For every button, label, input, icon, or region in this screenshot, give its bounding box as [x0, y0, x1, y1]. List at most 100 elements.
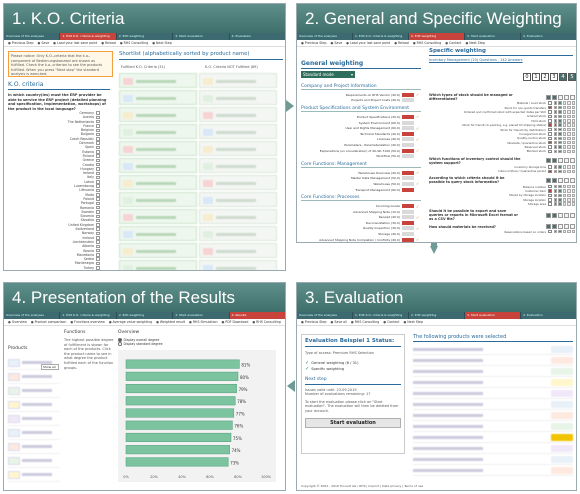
weight-bar[interactable] [402, 148, 414, 153]
weight-box[interactable] [567, 193, 571, 198]
weight-box[interactable] [562, 132, 566, 136]
bar-4[interactable] [125, 408, 235, 418]
toolbar-button[interactable]: Load your last save point [53, 41, 97, 45]
nav-tab[interactable]: 1. Edit K.O. criteria & weighting [353, 33, 408, 40]
nav-tab[interactable]: 3. Start evaluation [173, 33, 229, 40]
weight-box[interactable] [558, 114, 562, 119]
nav-tab[interactable]: 3. Start evaluation [465, 33, 520, 40]
nav-tab[interactable]: 1. Edit K.O. criteria & weighting [60, 33, 116, 40]
toolbar-button[interactable]: Save all [331, 320, 347, 324]
weight-box[interactable] [546, 177, 551, 183]
answer-checkbox[interactable] [548, 110, 552, 114]
weight-box[interactable] [567, 136, 571, 141]
weight-box[interactable] [567, 140, 571, 145]
country-checkbox[interactable] [96, 193, 100, 197]
answer-checkbox[interactable] [548, 149, 552, 154]
toolbar-button[interactable]: Save [331, 41, 342, 45]
product-card-not-fulfilled[interactable] [199, 90, 277, 105]
answer-checkbox[interactable] [548, 136, 552, 141]
weight-box[interactable] [570, 224, 575, 230]
toolbar-button[interactable]: Contact [383, 320, 399, 324]
weight-box[interactable] [562, 105, 566, 110]
weight-box[interactable] [571, 149, 575, 154]
nav-tab[interactable]: 4. Evaluation [229, 33, 285, 40]
nav-tab[interactable]: 4. Evaluation [521, 312, 576, 319]
product-card-not-fulfilled[interactable] [199, 73, 277, 88]
weight-bar[interactable] [402, 226, 414, 231]
specific-link[interactable]: Inventory Management (20) Questions , 14… [429, 58, 523, 62]
answer-checkbox[interactable] [548, 101, 552, 105]
nav-tab[interactable]: 1. Edit K.O. criteria & weighting [353, 312, 408, 319]
weight-box[interactable] [562, 136, 566, 141]
bar-2[interactable] [125, 384, 237, 394]
weight-box[interactable] [553, 169, 557, 174]
bar-1[interactable] [125, 371, 239, 381]
weight-box[interactable] [571, 140, 575, 145]
weight-box[interactable] [552, 177, 557, 183]
weight-box[interactable] [558, 224, 563, 230]
answer-checkbox[interactable] [548, 127, 552, 132]
weight-bar[interactable] [402, 209, 414, 214]
scale-value[interactable]: 2 [541, 73, 549, 81]
weight-box[interactable] [564, 177, 569, 183]
weight-box[interactable] [571, 136, 575, 141]
weight-box[interactable] [562, 193, 566, 198]
nav-tab[interactable]: 3. Start evaluation [465, 312, 520, 319]
weight-box[interactable] [558, 149, 562, 154]
weight-box[interactable] [553, 149, 557, 154]
country-checkbox[interactable] [96, 210, 100, 214]
weight-box[interactable] [570, 94, 575, 100]
country-checkbox[interactable] [96, 266, 100, 270]
weight-box[interactable] [564, 158, 569, 164]
weight-bar[interactable] [402, 237, 414, 242]
product-card-not-fulfilled[interactable] [199, 107, 277, 122]
toolbar-button[interactable]: Next Step [465, 41, 485, 45]
weight-box[interactable] [571, 132, 575, 136]
weight-box[interactable] [567, 101, 571, 105]
bar-5[interactable] [125, 420, 233, 430]
weight-box[interactable] [567, 229, 571, 234]
country-checkbox[interactable] [96, 214, 100, 219]
weight-box[interactable] [567, 145, 571, 149]
country-checkbox[interactable] [96, 137, 100, 141]
weight-box[interactable] [571, 189, 575, 193]
country-checkbox[interactable] [96, 124, 100, 128]
weight-box[interactable] [564, 94, 569, 100]
weight-box[interactable] [567, 123, 571, 127]
weight-box[interactable] [553, 105, 557, 110]
country-checkbox[interactable] [96, 167, 100, 171]
weight-box[interactable] [567, 119, 571, 123]
product-card-fulfilled[interactable] [119, 158, 197, 173]
weight-box[interactable] [558, 94, 563, 100]
weight-box[interactable] [546, 158, 551, 164]
toolbar-button[interactable]: RHS Consulting [351, 320, 380, 324]
toolbar-button[interactable]: Reload [394, 41, 409, 45]
weight-box[interactable] [558, 193, 562, 198]
product-card-fulfilled[interactable] [119, 192, 197, 207]
country-checkbox[interactable] [96, 244, 100, 249]
weight-box[interactable] [562, 169, 566, 174]
product-card-fulfilled[interactable] [119, 141, 197, 156]
country-checkbox[interactable] [96, 171, 100, 176]
weight-box[interactable] [571, 114, 575, 119]
answer-checkbox[interactable] [548, 140, 552, 145]
weight-box[interactable] [571, 105, 575, 110]
toolbar-button[interactable]: Contact [445, 41, 461, 45]
toolbar-button[interactable]: Previous Step [8, 41, 34, 45]
country-checkbox[interactable] [96, 132, 100, 137]
country-checkbox[interactable] [96, 257, 100, 261]
answer-checkbox[interactable] [548, 119, 552, 123]
scale-value[interactable]: 0 [523, 73, 531, 81]
country-checkbox[interactable] [96, 145, 100, 150]
weight-bar[interactable] [402, 126, 414, 131]
overview-option[interactable]: Display overall degree [118, 338, 163, 342]
answer-checkbox[interactable] [548, 114, 552, 119]
toolbar-button[interactable]: Functions overview [70, 320, 105, 324]
weight-bar[interactable] [402, 154, 414, 159]
nav-tab[interactable]: 2. Edit weighting [116, 33, 173, 40]
toolbar-button[interactable]: RHS Simulation [189, 320, 218, 324]
product-card-fulfilled[interactable] [119, 90, 197, 105]
weight-box[interactable] [553, 189, 557, 193]
toolbar-button[interactable]: Overview [8, 320, 27, 324]
product-card-not-fulfilled[interactable] [199, 124, 277, 139]
